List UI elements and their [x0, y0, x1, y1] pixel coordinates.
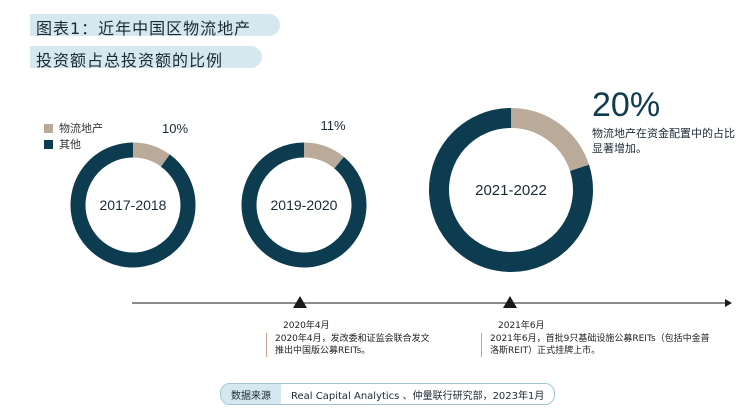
- source-text: Real Capital Analytics 、仲量联行研究部，2023年1月: [291, 390, 545, 402]
- donut-2-center-label: 2019-2020: [271, 197, 338, 213]
- highlight-percentage: 20%: [592, 86, 661, 124]
- legend-item-logistics: 物流地产: [44, 120, 103, 136]
- legend: 物流地产 其他: [44, 120, 103, 152]
- donut-2-segment-logistics: [303, 142, 344, 169]
- timeline-marker-1: [293, 296, 307, 308]
- donut-2-pct-label: 11%: [320, 118, 345, 133]
- title-band-1: [30, 14, 280, 36]
- legend-label-logistics: 物流地产: [59, 122, 103, 135]
- highlight-description: 物流地产在资金配置中的占比显著增加。: [592, 127, 735, 155]
- donut-1-segment-other: [70, 142, 196, 268]
- source-bar: 数据来源 Real Capital Analytics 、仲量联行研究部，202…: [220, 383, 556, 405]
- legend-swatch-logistics: [44, 123, 53, 133]
- timeline-note-2: 2021年6月，首批9只基础设施公募REITs（包括中金普洛斯REIT）正式挂牌…: [481, 333, 710, 357]
- legend-swatch-other: [44, 139, 53, 149]
- title-band-2: [30, 46, 262, 68]
- donut-3-segment-logistics: [510, 108, 589, 172]
- donut-1-pct-label: 10%: [162, 121, 188, 136]
- legend-label-other: 其他: [59, 138, 81, 151]
- chart-title-line-2: 投资额占总投资额的比例: [36, 51, 224, 70]
- donut-2-segment-other: [241, 142, 367, 268]
- donut-3-segment-other: [429, 108, 593, 272]
- timeline-marker-2: [503, 296, 517, 308]
- donut-3-center-label: 2021-2022: [475, 182, 547, 199]
- chart-title-line-1: 图表1：近年中国区物流地产: [36, 19, 252, 38]
- timeline-date-1: 2020年4月: [283, 321, 330, 331]
- donut-1-segment-logistics: [132, 142, 170, 167]
- timeline-note-1: 2020年4月，发改委和证监会联合发文推出中国版公募REITs。: [266, 333, 433, 357]
- timeline-arrowhead: [725, 299, 732, 307]
- donut-1-center-label: 2017-2018: [100, 197, 167, 213]
- timeline-date-2: 2021年6月: [498, 321, 545, 331]
- legend-item-other: 其他: [44, 136, 103, 152]
- source-label: 数据来源: [221, 384, 281, 404]
